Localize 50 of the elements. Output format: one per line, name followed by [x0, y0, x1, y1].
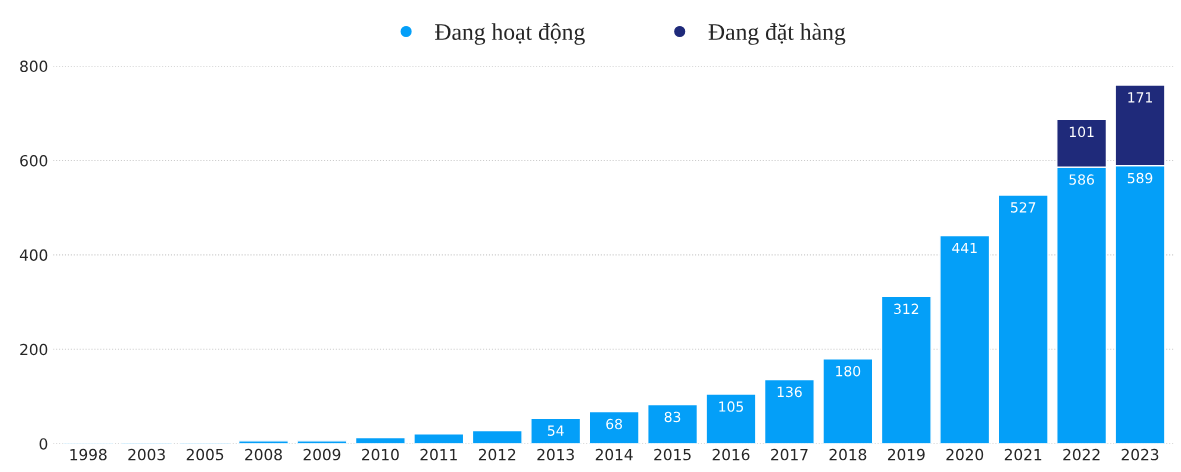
x-tick-label: 2011: [420, 448, 457, 461]
bar: [880, 295, 932, 444]
x-tick-label: 2010: [362, 448, 399, 461]
data-label: 586: [1069, 174, 1094, 185]
legend-label: Đang đặt hàng: [708, 23, 846, 45]
x-tick-label: 2017: [771, 448, 808, 461]
y-tick-label: 200: [20, 343, 48, 356]
data-label: 136: [777, 386, 802, 398]
x-tick-label: 2014: [595, 448, 633, 461]
x-tick-label: 2009: [303, 448, 341, 461]
data-label: 180: [836, 365, 861, 377]
data-label: 83: [664, 411, 681, 423]
x-tick-label: 2020: [946, 448, 984, 461]
data-label: 441: [952, 242, 977, 254]
x-tick-label: 2019: [887, 448, 925, 461]
legend-label: Đang hoạt động: [435, 23, 585, 45]
bar: [471, 429, 523, 444]
x-tick-label: 2022: [1063, 448, 1100, 461]
data-label: 105: [719, 401, 744, 412]
data-label: 527: [1010, 202, 1036, 213]
data-label: 171: [1128, 92, 1153, 103]
x-tick-label: 2018: [829, 448, 867, 461]
x-tick-label: 2013: [537, 448, 574, 461]
data-label: 312: [894, 303, 919, 315]
x-tick-label: 1998: [70, 448, 107, 461]
x-tick-label: 2008: [245, 448, 282, 461]
x-tick-label: 2016: [712, 448, 750, 461]
bar: [413, 433, 465, 444]
bar: [763, 378, 815, 444]
data-label: 54: [547, 425, 564, 436]
data-label: 589: [1127, 172, 1153, 184]
bar: [705, 393, 757, 444]
data-label: 101: [1069, 126, 1094, 138]
bar: [530, 417, 582, 444]
bar: [588, 410, 640, 444]
y-tick-label: 0: [39, 438, 48, 450]
x-tick-label: 2003: [128, 448, 165, 461]
bar: [939, 234, 991, 444]
x-tick-label: 2005: [186, 448, 224, 461]
bar: [647, 403, 699, 444]
bar: [997, 194, 1049, 444]
x-tick-label: 2021: [1004, 448, 1042, 461]
y-tick-label: 400: [19, 249, 48, 261]
bar: [822, 358, 874, 444]
y-tick-label: 600: [20, 154, 48, 167]
x-tick-label: 2015: [654, 448, 691, 461]
data-label: 68: [606, 418, 623, 430]
x-tick-label: 2012: [478, 448, 516, 461]
x-tick-label: 2023: [1121, 448, 1159, 461]
y-tick-label: 800: [20, 60, 48, 73]
